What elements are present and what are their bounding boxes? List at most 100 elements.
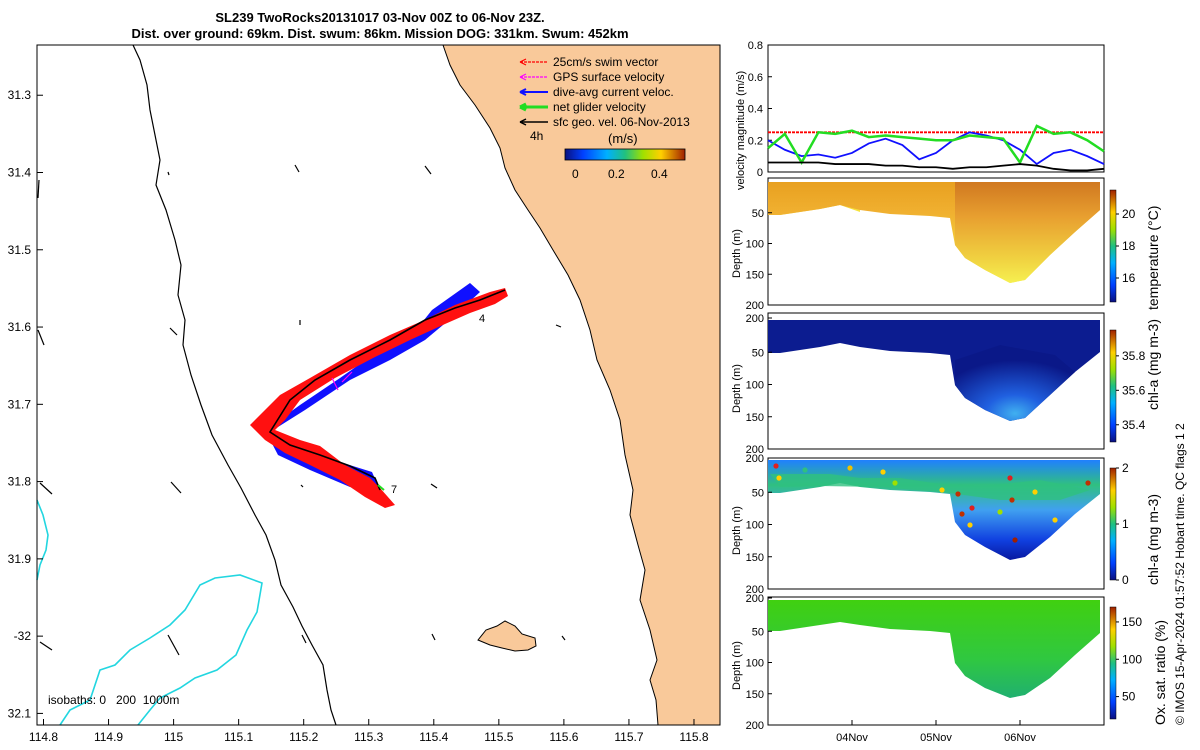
temperature-cblabel: temperature (°C)	[1145, 206, 1161, 310]
isobath-cyan-south	[59, 574, 263, 726]
colorbar-tick-label: 16	[1122, 271, 1136, 285]
temperature-panel: 50 100 150 200 Depth (m) 16 18 20 temperature…	[731, 177, 1161, 312]
oxygen-cblabel: Ox. sat. ratio (%)	[1152, 620, 1168, 725]
colorbar-tick-label: 2	[1122, 461, 1129, 475]
chl-sample-dot	[880, 469, 886, 475]
oxygen-colorbar-ticks: 50 100 150	[1116, 615, 1142, 704]
chl-sample-dot	[1032, 489, 1038, 495]
colorbar-tick-label: 35.8	[1122, 349, 1146, 363]
velocity-ylabel: velocity magnitude (m/s)	[735, 71, 747, 190]
salinity-colorbar-ticks: 35.4 35.6 35.8	[1116, 349, 1146, 432]
velocity-line-net	[767, 124, 1105, 165]
gps-vectors	[331, 371, 353, 391]
velocity-series	[767, 124, 1105, 172]
depth-tick-label: 200	[746, 300, 764, 312]
colorbar-tick-label: 35.6	[1122, 383, 1146, 397]
chl-sample-dot	[955, 491, 961, 497]
temperature-colorbar-ticks: 16 18 20	[1116, 207, 1136, 285]
map-y-tick-label: 31.9	[8, 552, 32, 566]
speed-colorbar: (m/s) 0 0.2 0.4	[564, 131, 686, 181]
map-y-tick-label: 31.4	[8, 166, 32, 180]
chl-sample-dot	[1009, 497, 1015, 503]
map-x-tick-label: 114.9	[94, 730, 123, 744]
map-x-tick-label: 115.3	[354, 730, 383, 744]
temperature-ylabel: Depth (m)	[731, 229, 743, 278]
chlorophyll-ylabel: Depth (m)	[731, 506, 743, 555]
velocity-line-current	[767, 131, 1105, 166]
map-x-tick-label: 115	[164, 730, 183, 744]
depth-tick-label: 50	[752, 626, 764, 638]
glider-track	[268, 289, 506, 491]
depth-tick-label: 200	[746, 444, 764, 456]
time-tick-label: 04Nov	[836, 732, 868, 744]
oxygen-panel: 200 50 100 150 200 Depth (m) 50 100 150 Ox. sa…	[731, 593, 1168, 744]
isobaths-label: isobaths: 0 200 1000m	[48, 693, 179, 707]
speed-colorbar-tick-1: 0.2	[608, 167, 625, 181]
depth-tick-label: 150	[746, 269, 764, 281]
map-x-tick-label: 115.5	[484, 730, 513, 744]
chl-sample-dot	[773, 463, 779, 469]
map-x-tick-label: 115.1	[224, 730, 253, 744]
depth-tick-label: 100	[746, 380, 764, 392]
geo-velocity-arrows	[37, 164, 566, 656]
oxygen-y-ticks: 200 50 100 150 200	[746, 593, 772, 732]
chl-sample-dot	[997, 509, 1003, 515]
colorbar-tick-label: 35.4	[1122, 418, 1146, 432]
salinity-cblabel: chl-a (mg m-3)	[1145, 319, 1161, 410]
velocity-y-tick-label: 0.2	[748, 135, 763, 147]
depth-tick-label: 50	[752, 347, 764, 359]
depth-tick-label: 100	[746, 239, 764, 251]
map-panel: 114.8 114.9 115 115.1 115.2 115.3 115.4 115.5 11…	[8, 44, 721, 744]
chl-sample-dot	[1052, 517, 1058, 523]
salinity-y-ticks: 200 50 100 150 200	[746, 313, 772, 456]
colorbar-tick-label: 150	[1122, 615, 1142, 629]
speed-colorbar-label: (m/s)	[608, 131, 638, 146]
colorbar-tick-label: 1	[1122, 517, 1129, 531]
chl-sample-dot	[1085, 480, 1091, 486]
chl-sample-dot	[939, 487, 945, 493]
legend-current: dive-avg current veloc.	[553, 85, 674, 99]
island	[477, 620, 537, 652]
legend-geo: sfc geo. vel. 06-Nov-2013	[553, 115, 690, 129]
depth-tick-label: 200	[746, 593, 764, 605]
map-x-tick-label: 115.7	[614, 730, 643, 744]
legend-gps: GPS surface velocity	[553, 70, 664, 84]
depth-tick-label: 200	[746, 453, 764, 465]
map-axis-ticks: 114.8 114.9 115 115.1 115.2 115.3 115.4 115.5 11…	[8, 88, 709, 744]
legend-swim: 25cm/s swim vector	[553, 55, 658, 69]
salinity-panel: 200 50 100 150 200 Depth (m) 35.4 35.6 35.8 ch…	[731, 312, 1161, 456]
depth-tick-label: 50	[752, 487, 764, 499]
chl-sample-dot	[1007, 475, 1013, 481]
map-x-tick-label: 115.8	[679, 730, 708, 744]
map-x-tick-label: 115.6	[549, 730, 578, 744]
land-mass	[442, 44, 721, 726]
net-glider-vectors	[377, 484, 385, 491]
velocity-y-tick-label: 0.8	[748, 40, 763, 52]
depth-tick-label: 150	[746, 689, 764, 701]
velocity-y-ticks: 0 0.2 0.4 0.6 0.8	[748, 40, 772, 179]
legend-net: net glider velocity	[553, 100, 646, 114]
dive-avg-current-vectors	[265, 283, 480, 490]
map-y-tick-label: 31.6	[8, 320, 32, 334]
depth-tick-label: 200	[746, 313, 764, 325]
credit-text: © IMOS 15-Apr-2024 01:57:52 Hobart time.…	[1173, 423, 1187, 725]
time-tick-label: 05Nov	[920, 732, 952, 744]
velocity-line-geo	[768, 161, 1105, 172]
start-marker: 4h	[530, 129, 543, 143]
track-marker-4: 4	[479, 313, 485, 325]
isobath-1000m	[132, 44, 337, 726]
isobath-cyan-west	[36, 499, 49, 581]
chlorophyll-panel: 200 50 100 150 200 Depth (m) 0 1 2	[731, 453, 1129, 596]
chl-sample-dot	[959, 511, 965, 517]
oxygen-ylabel: Depth (m)	[731, 641, 743, 690]
map-y-tick-label: 31.5	[8, 243, 32, 257]
chlorophyll-colorbar-ticks: 0 1 2	[1116, 461, 1129, 587]
time-tick-label: 06Nov	[1004, 732, 1036, 744]
map-y-tick-label: 31.3	[8, 88, 32, 102]
velocity-y-tick-label: 0.6	[748, 72, 763, 84]
chl-cblabel: chl-a (mg m-3)	[1145, 494, 1161, 585]
depth-tick-label: 150	[746, 552, 764, 564]
chl-sample-dot	[802, 467, 808, 473]
chart-subtitle: Dist. over ground: 69km. Dist. swum: 86k…	[131, 26, 629, 41]
